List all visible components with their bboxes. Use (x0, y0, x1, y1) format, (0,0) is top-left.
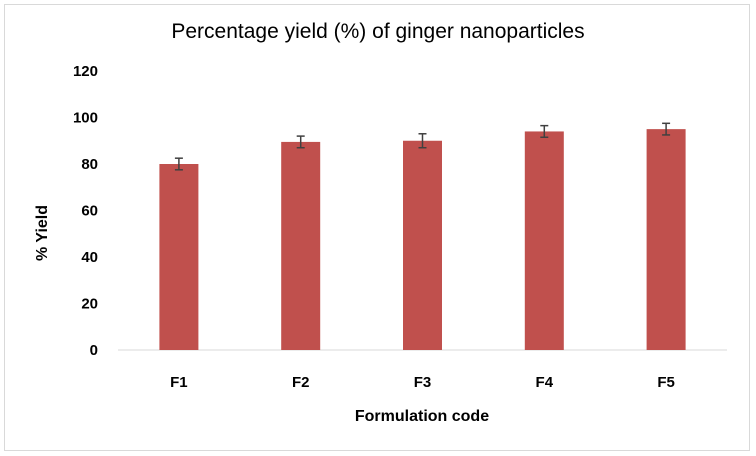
x-tick-label: F2 (292, 374, 310, 391)
error-bar-f2 (296, 135, 305, 149)
error-bars (174, 122, 671, 171)
error-bar-f4 (540, 124, 549, 139)
bar-f2 (281, 141, 321, 350)
bar-f4 (524, 131, 564, 350)
x-tick-label: F1 (170, 374, 188, 391)
bars (159, 129, 686, 350)
y-tick-label: 100 (73, 110, 98, 127)
error-bar-f5 (662, 122, 671, 136)
y-tick-label: 80 (81, 156, 98, 173)
bar-f3 (403, 140, 442, 350)
y-axis-title: % Yield (34, 205, 51, 261)
y-tick-labels: 0 20 40 60 80 100 120 (73, 63, 98, 359)
y-tick-label: 20 (81, 296, 98, 313)
x-axis-title: Formulation code (355, 408, 489, 425)
x-tick-label: F4 (536, 374, 554, 391)
chart-title: Percentage yield (%) of ginger nanoparti… (171, 20, 584, 43)
y-tick-label: 40 (81, 249, 98, 266)
y-tick-label: 120 (73, 63, 98, 80)
bar-f1 (159, 164, 199, 350)
x-tick-label: F3 (414, 374, 432, 391)
x-tick-labels: F1 F2 F3 F4 F5 (170, 374, 675, 391)
y-tick-label: 0 (90, 342, 98, 359)
chart-frame (4, 4, 750, 451)
error-bar-f3 (418, 133, 427, 149)
bar-f5 (646, 129, 686, 350)
x-tick-label: F5 (657, 374, 675, 391)
y-tick-label: 60 (81, 203, 98, 220)
error-bar-f1 (174, 157, 183, 171)
